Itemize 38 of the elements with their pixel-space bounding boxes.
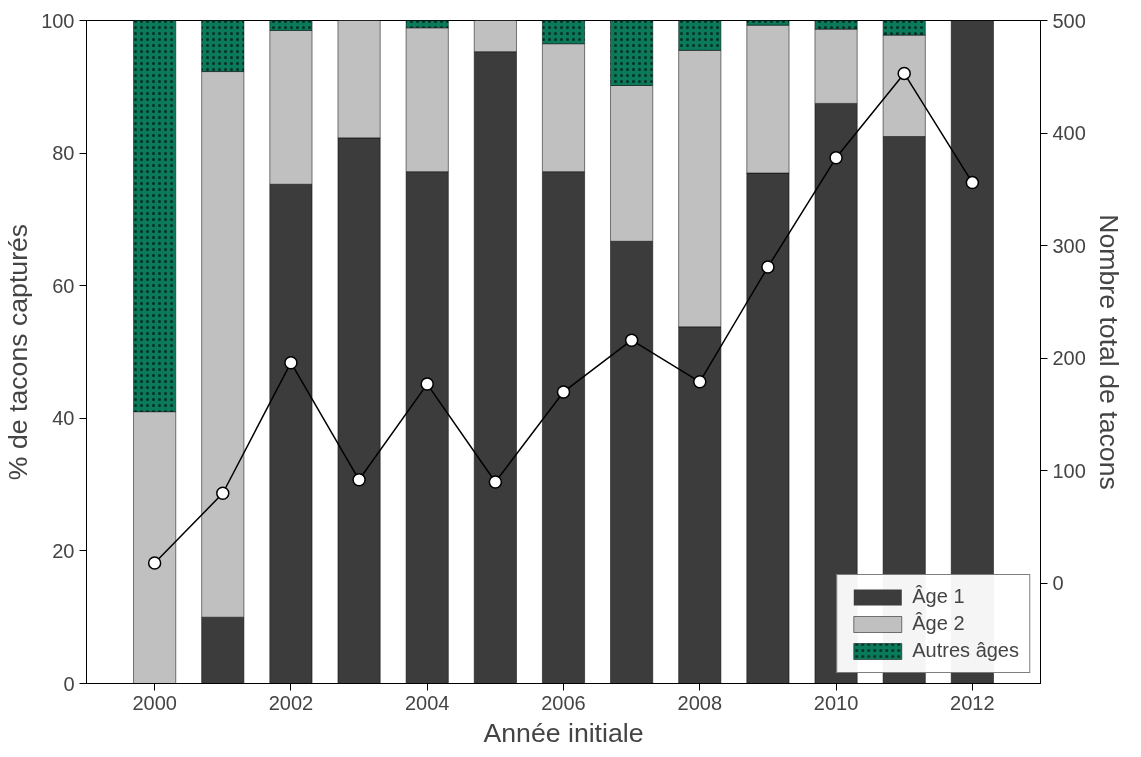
point (897, 66, 911, 81)
point (761, 260, 775, 274)
point (829, 151, 843, 165)
point (284, 355, 298, 370)
x-tick-label: 2012 (950, 691, 995, 714)
y-tick-label: 0 (63, 672, 75, 695)
x-tick-label: 2010 (813, 691, 859, 714)
x-tick-label: 2002 (268, 691, 314, 714)
point (352, 473, 366, 487)
y-tick-label: 80 (52, 142, 75, 165)
y2-axis-title: Nombre total de tacons (1093, 214, 1124, 490)
x-axis-title: Année initiale (483, 717, 644, 748)
point (624, 333, 639, 347)
x-tick-label: 2006 (541, 691, 586, 714)
point (693, 375, 707, 389)
point (216, 486, 230, 501)
y-axis-title: % de tacons capturés (3, 223, 34, 481)
legend-label: Âge 2 (912, 612, 965, 635)
y2-tick-label: 200 (1052, 347, 1086, 370)
y2-tick-label: 500 (1052, 9, 1086, 32)
x-tick-label: 2008 (677, 691, 723, 714)
y2-tick-label: 400 (1052, 122, 1086, 145)
point (556, 385, 571, 399)
y-tick-label: 20 (52, 539, 75, 562)
y2-tick-label: 300 (1052, 234, 1086, 257)
x-tick-label: 2000 (132, 691, 177, 714)
point (488, 475, 503, 489)
point (147, 556, 162, 570)
legend-label: Autres âges (912, 639, 1019, 662)
x-tick-label: 2004 (404, 691, 450, 714)
y2-tick-label: 0 (1052, 572, 1064, 595)
y-tick-label: 40 (52, 407, 75, 430)
y-tick-label: 60 (52, 274, 75, 297)
y-tick-label: 100 (41, 9, 75, 32)
y2-tick-label: 100 (1052, 459, 1086, 482)
legend-label: Âge 1 (912, 585, 965, 608)
point (965, 175, 980, 190)
point (420, 377, 434, 391)
